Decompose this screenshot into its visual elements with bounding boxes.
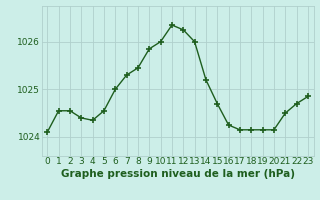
- X-axis label: Graphe pression niveau de la mer (hPa): Graphe pression niveau de la mer (hPa): [60, 169, 295, 179]
